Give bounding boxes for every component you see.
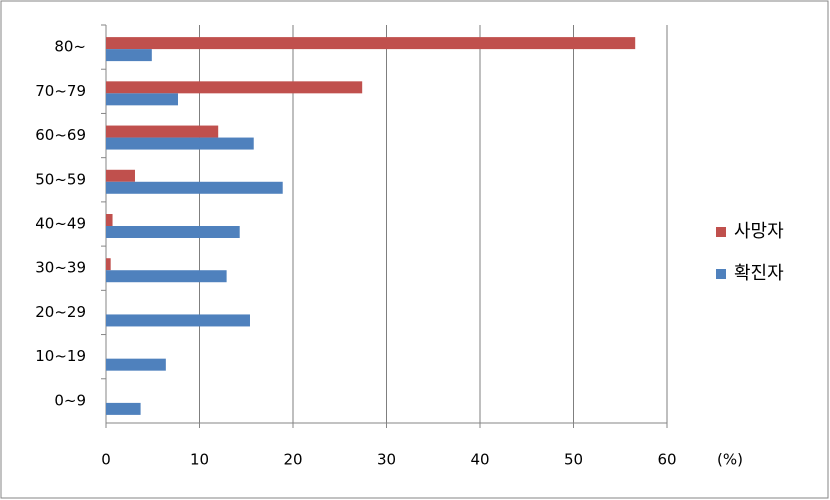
legend-label: 확진자 bbox=[734, 263, 784, 284]
x-tick-label: 0 bbox=[101, 451, 111, 469]
y-tick-label: 50~59 bbox=[35, 170, 86, 188]
bar bbox=[106, 258, 111, 271]
bar bbox=[106, 125, 219, 138]
bar bbox=[106, 214, 113, 226]
y-tick-label: 20~29 bbox=[35, 303, 86, 321]
legend-swatch bbox=[716, 269, 726, 279]
bar bbox=[106, 270, 227, 283]
x-tick-label: 20 bbox=[283, 451, 302, 469]
bar bbox=[106, 169, 135, 182]
legend-label: 사망자 bbox=[734, 221, 784, 242]
x-tick-label: 30 bbox=[377, 451, 396, 469]
x-tick-label: 10 bbox=[190, 451, 209, 469]
y-tick-label: 70~79 bbox=[35, 82, 86, 100]
bar bbox=[106, 402, 141, 415]
x-tick-label: 40 bbox=[470, 451, 489, 469]
y-tick-label: 80~ bbox=[54, 38, 86, 56]
y-tick-label: 30~39 bbox=[35, 259, 86, 277]
y-tick-label: 10~19 bbox=[35, 347, 86, 365]
bar bbox=[106, 81, 363, 94]
bar bbox=[106, 226, 240, 238]
x-axis-label: (%) bbox=[717, 451, 743, 469]
y-tick-label: 40~49 bbox=[35, 215, 86, 233]
y-tick-label: 60~69 bbox=[35, 126, 86, 144]
x-tick-label: 50 bbox=[564, 451, 583, 469]
bar bbox=[106, 358, 166, 371]
x-tick-label: 60 bbox=[657, 451, 676, 469]
bar bbox=[106, 137, 254, 150]
bar bbox=[106, 37, 636, 50]
bar bbox=[106, 93, 178, 106]
legend-swatch bbox=[716, 227, 726, 237]
bar bbox=[106, 49, 152, 62]
y-tick-label: 0~9 bbox=[54, 391, 86, 409]
bar bbox=[106, 181, 283, 194]
bar bbox=[106, 314, 250, 327]
